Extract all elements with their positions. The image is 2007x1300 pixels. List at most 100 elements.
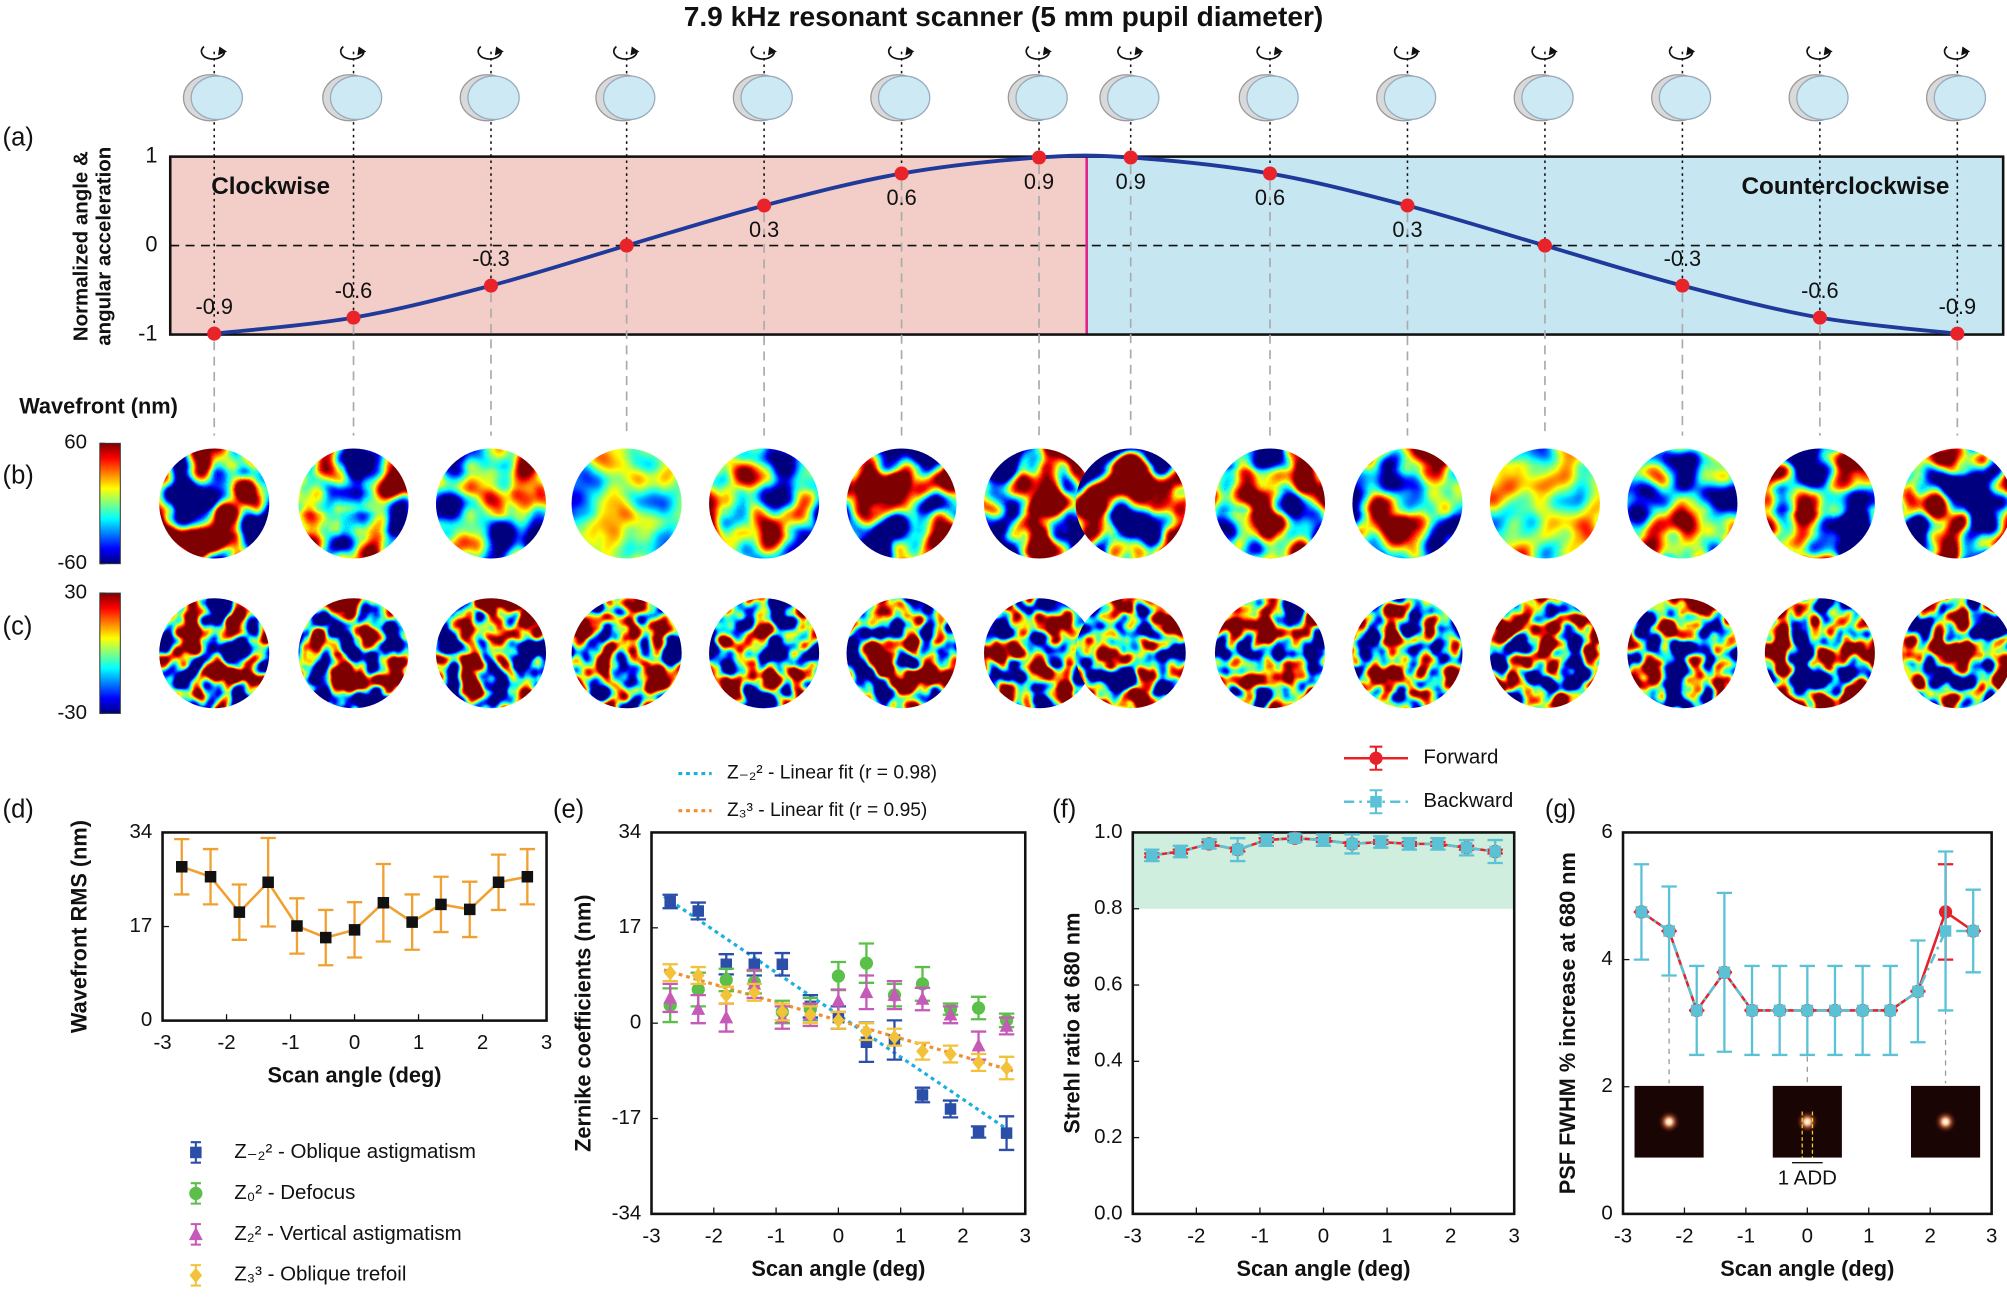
- wavefront-map: [846, 598, 957, 709]
- y-tick-label: 0: [145, 231, 157, 256]
- marker: [776, 958, 789, 971]
- colorbar-tick-label: 60: [64, 431, 87, 454]
- marker: [915, 991, 930, 1005]
- y-tick-label: 0.2: [1094, 1125, 1122, 1148]
- point: [1950, 326, 1965, 341]
- point-label: 0.9: [1024, 169, 1054, 194]
- x-tick-label: 0: [1318, 1224, 1329, 1247]
- x-tick-label: 2: [1445, 1224, 1456, 1247]
- x-tick-label: -2: [217, 1031, 235, 1054]
- y-tick-label: 4: [1601, 947, 1612, 970]
- mirror: [467, 75, 520, 121]
- psf-spot: [1657, 1110, 1681, 1134]
- arrow-head: [1134, 46, 1144, 56]
- marker: [1146, 849, 1158, 862]
- colorbar: [99, 592, 121, 714]
- y-tick-label: 1: [145, 142, 157, 167]
- region-label: Clockwise: [211, 173, 330, 200]
- rotation-arrow: [339, 45, 365, 60]
- legend-label: Backward: [1423, 789, 1513, 812]
- point: [1262, 166, 1278, 181]
- marker: [1260, 834, 1273, 846]
- arrow-head: [767, 46, 777, 56]
- marker: [1773, 1004, 1786, 1017]
- rotation-arrow: [887, 45, 913, 60]
- marker: [1370, 795, 1382, 808]
- y-axis-label: Normalized angle &: [69, 151, 92, 341]
- wavefront-pattern: [298, 598, 409, 709]
- marker: [1403, 838, 1416, 850]
- panel-label: (a): [3, 123, 34, 151]
- marker: [262, 876, 274, 889]
- arrow-head: [1042, 46, 1052, 56]
- wavefront-pattern: [159, 598, 270, 709]
- wavefront-pattern: [1902, 448, 2007, 559]
- arrow-head: [1411, 46, 1421, 56]
- y-axis-label: Zernike coefficients (nm): [571, 894, 596, 1151]
- marker: [406, 916, 418, 928]
- wavefront-pattern: [298, 448, 409, 559]
- x-tick-label: 3: [1020, 1224, 1031, 1247]
- x-tick-label: -3: [153, 1031, 171, 1054]
- chart-title: 7.9 kHz resonant scanner (5 mm pupil dia…: [684, 1, 1324, 32]
- y-axis-label: PSF FWHM % increase at 680 nm: [1555, 852, 1580, 1194]
- panel-label: (e): [553, 795, 584, 823]
- point: [619, 238, 634, 253]
- legend-label: Z₋₂² - Oblique astigmatism: [234, 1140, 476, 1163]
- marker: [664, 895, 676, 908]
- marker: [831, 969, 846, 983]
- x-axis-label: Scan angle (deg): [1236, 1256, 1410, 1281]
- colorbar: [99, 442, 121, 565]
- wavefront-map: [709, 448, 820, 559]
- marker: [1718, 966, 1731, 979]
- wavefront-map: [298, 598, 409, 709]
- marker: [190, 1146, 202, 1159]
- colorbar-tick-label: -60: [57, 551, 87, 574]
- rotation-arrow: [1806, 45, 1831, 60]
- mirror: [1521, 75, 1574, 121]
- marker: [521, 870, 534, 883]
- psf-spot: [1934, 1110, 1958, 1134]
- marker: [1346, 838, 1358, 850]
- y-axis-label: angular acceleration: [92, 147, 115, 346]
- marker: [1374, 836, 1387, 848]
- wavefront-pattern: [846, 448, 957, 559]
- mirror: [877, 75, 931, 121]
- marker: [1635, 906, 1648, 918]
- rotation-arrow: [200, 45, 226, 60]
- legend-label: Z₋₂² - Linear fit (r = 0.98): [727, 763, 937, 784]
- rotation-arrow: [1531, 45, 1556, 60]
- x-tick-label: -2: [1187, 1224, 1205, 1247]
- marker: [1884, 1004, 1897, 1017]
- wavefront-map: [1764, 448, 1875, 559]
- rotation-arrow: [1393, 45, 1419, 60]
- marker: [463, 903, 476, 916]
- point-label: 0.9: [1116, 169, 1146, 194]
- x-tick-label: -3: [1614, 1224, 1632, 1247]
- rotation-arrow: [1943, 45, 1969, 60]
- wavefront-pattern: [435, 598, 547, 709]
- marker: [1746, 1004, 1758, 1017]
- marker: [748, 958, 761, 971]
- point-label: -0.3: [1664, 246, 1701, 271]
- marker: [943, 1007, 958, 1021]
- point: [207, 326, 222, 341]
- curve: [214, 153, 1958, 336]
- mirror: [1658, 75, 1712, 121]
- rotation-arrow: [1117, 45, 1142, 60]
- x-tick-label: 0: [833, 1224, 844, 1247]
- wavefront-map: [1764, 598, 1875, 709]
- marker: [1912, 985, 1924, 998]
- rotation-arrow: [750, 45, 776, 60]
- x-axis-label: Scan angle (deg): [1720, 1256, 1894, 1281]
- wavefront-pattern: [1489, 598, 1600, 709]
- wavefront-map: [571, 598, 682, 709]
- point-label: 0.3: [1392, 217, 1422, 242]
- wavefront-pattern: [709, 598, 820, 709]
- wavefront-pattern: [709, 448, 820, 559]
- point: [757, 198, 772, 213]
- marker: [377, 896, 390, 909]
- x-tick-label: 1: [413, 1031, 424, 1054]
- y-tick-label: 0.0: [1094, 1201, 1122, 1224]
- arrow-head: [218, 46, 228, 56]
